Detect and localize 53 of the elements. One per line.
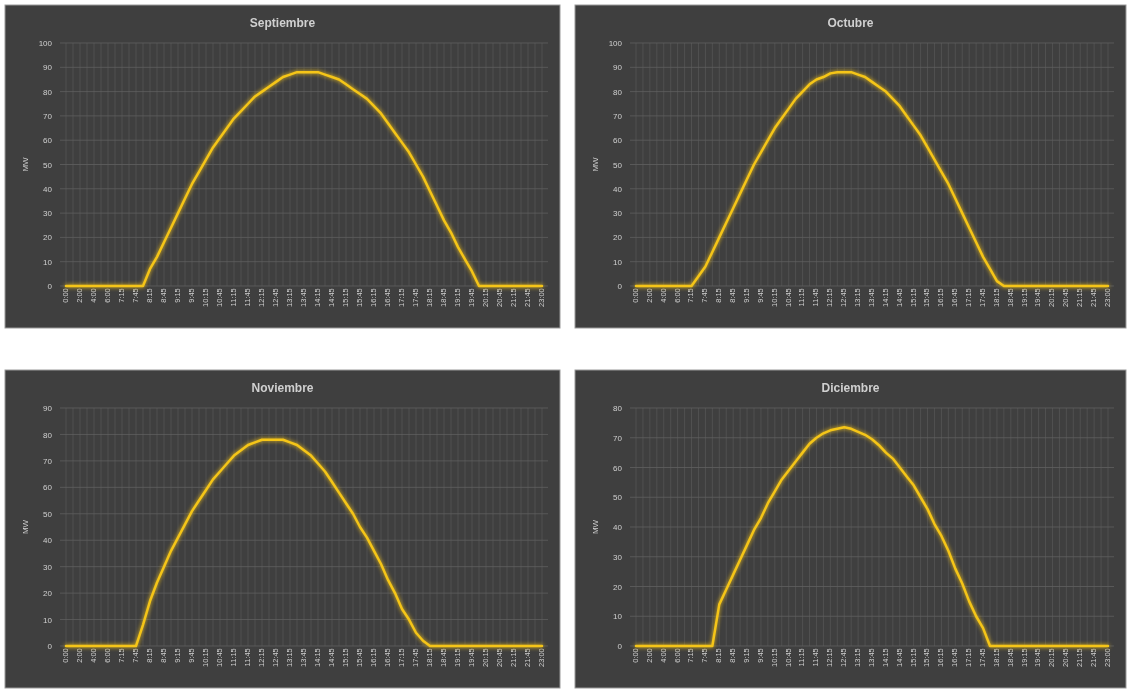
y-tick-label: 60 — [43, 483, 53, 493]
chart-title: Octubre — [827, 16, 874, 30]
y-tick-label: 10 — [43, 257, 53, 267]
y-tick-label: 100 — [608, 39, 623, 49]
y-axis-title: MW — [591, 519, 600, 535]
y-tick-label: 10 — [43, 615, 53, 625]
y-tick-label: 40 — [613, 523, 623, 533]
y-tick-label: 70 — [43, 111, 53, 121]
line-series — [634, 426, 1110, 648]
y-tick-label: 20 — [613, 582, 623, 592]
y-tick-label: 60 — [613, 463, 623, 473]
y-tick-label: 70 — [613, 111, 623, 121]
y-tick-label: 90 — [43, 63, 53, 73]
chart-title: Noviembre — [251, 381, 314, 395]
y-tick-label: 30 — [43, 209, 53, 219]
y-tick-label: 60 — [613, 136, 623, 146]
y-tick-label: 50 — [43, 509, 53, 519]
y-tick-label: 80 — [613, 87, 623, 97]
y-tick-label: 50 — [613, 160, 623, 170]
y-tick-label: 50 — [613, 493, 623, 503]
y-tick-label: 100 — [38, 39, 53, 49]
y-tick-label: 60 — [43, 136, 53, 146]
y-tick-label: 10 — [613, 612, 623, 622]
y-tick-label: 40 — [43, 184, 53, 194]
chart-title: Diciembre — [821, 381, 880, 395]
y-tick-label: 80 — [43, 430, 53, 440]
y-tick-label: 0 — [47, 642, 53, 652]
y-tick-label: 30 — [43, 562, 53, 572]
y-tick-label: 90 — [613, 63, 623, 73]
y-tick-label: 20 — [43, 589, 53, 599]
y-tick-label: 40 — [43, 536, 53, 546]
y-axis-title: MW — [591, 156, 600, 172]
y-tick-label: 70 — [613, 433, 623, 443]
y-tick-label: 50 — [43, 160, 53, 170]
y-tick-label: 40 — [613, 184, 623, 194]
y-axis-title: MW — [21, 156, 30, 172]
y-tick-label: 70 — [43, 456, 53, 466]
y-tick-label: 90 — [43, 404, 53, 414]
y-tick-label: 20 — [43, 233, 53, 243]
y-tick-label: 0 — [617, 642, 623, 652]
y-tick-label: 10 — [613, 257, 623, 267]
y-tick-label: 80 — [43, 87, 53, 97]
line-series — [64, 438, 544, 648]
line-series — [634, 70, 1110, 288]
line-series — [64, 70, 544, 288]
y-tick-label: 0 — [617, 282, 623, 292]
y-tick-label: 20 — [613, 233, 623, 243]
y-tick-label: 30 — [613, 552, 623, 562]
y-axis-title: MW — [21, 519, 30, 535]
y-tick-label: 80 — [613, 404, 623, 414]
chart-title: Septiembre — [249, 16, 316, 30]
y-tick-label: 0 — [47, 282, 53, 292]
y-tick-label: 30 — [613, 209, 623, 219]
